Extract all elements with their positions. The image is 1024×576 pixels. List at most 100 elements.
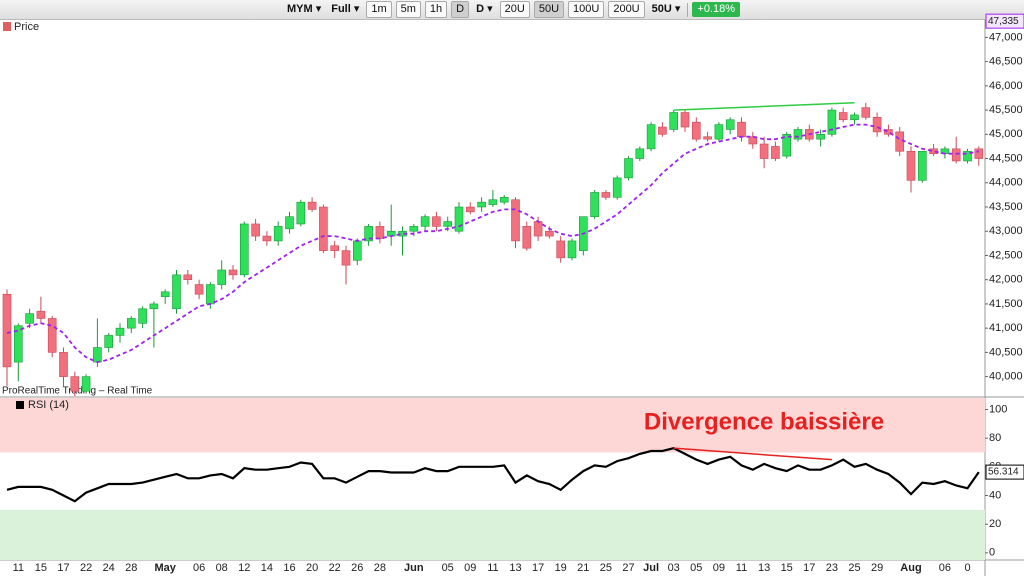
x-tick-label: 0 (964, 562, 970, 574)
candle-body (612, 177, 622, 198)
x-tick-label: 28 (125, 562, 137, 574)
candle-body (104, 335, 113, 348)
x-tick-label: Jun (404, 562, 424, 574)
x-tick-label: 14 (261, 562, 273, 574)
candle-body (974, 148, 984, 159)
y-tick-label: 41,000 (989, 322, 1023, 334)
candle-body (149, 303, 159, 310)
candle-body (2, 293, 12, 368)
interval-btn[interactable]: 1h (424, 1, 448, 18)
x-tick-label: 16 (283, 562, 295, 574)
candle-body (364, 226, 373, 242)
candle-body (183, 274, 193, 280)
x-tick-label: 25 (600, 562, 612, 574)
x-tick-label: 13 (758, 562, 770, 574)
candle-body (47, 318, 57, 353)
y-tick-label: 100 (989, 403, 1007, 415)
x-tick-label: Jul (643, 562, 659, 574)
x-tick-label: 11 (13, 562, 24, 574)
candle-body (172, 274, 181, 310)
x-tick-label: 03 (668, 562, 680, 574)
candle-body (963, 150, 972, 162)
plot-layer: RSI (14) 40,000 40,500 41,000 41,500 42,000 42… (0, 13, 1024, 574)
candle-body (838, 112, 848, 121)
change: +0.18% (692, 2, 741, 17)
x-tick-label: 17 (803, 562, 815, 574)
x-tick-label: 22 (329, 562, 341, 574)
candle-body (872, 117, 882, 133)
candle-body (262, 235, 272, 242)
candle-body (771, 146, 780, 159)
candle-body (748, 136, 758, 145)
interval-btn[interactable]: D (451, 1, 470, 18)
interval-btn[interactable]: 1m (366, 1, 392, 18)
y-tick-label: 46,500 (989, 56, 1023, 68)
candle-body (884, 129, 893, 135)
separator (687, 2, 689, 17)
candle-body (556, 240, 566, 259)
x-tick-label: May (154, 562, 176, 574)
candle-body (827, 109, 837, 135)
candle-body (590, 192, 599, 217)
annotation: Divergence baissière (644, 408, 884, 435)
y-tick-label: 47,000 (989, 31, 1023, 43)
candle-body (816, 134, 825, 140)
candle-body (296, 201, 306, 225)
candle-body (951, 148, 961, 162)
candle-body (601, 192, 611, 198)
x-tick-label: 17 (532, 562, 544, 574)
candle-body (714, 124, 724, 140)
x-tick-label: 29 (871, 562, 883, 574)
candle-body (59, 352, 68, 377)
price-tag: 47,335 (988, 16, 1019, 27)
candle-body (759, 143, 769, 159)
candle-body (217, 269, 226, 285)
price-icon (3, 22, 11, 31)
x-tick-label: 06 (193, 562, 205, 574)
y-tick-label: 43,500 (989, 201, 1023, 213)
candle-body (160, 291, 170, 297)
y-tick-label: 45,000 (989, 128, 1023, 140)
interval-btn[interactable]: 5m (395, 1, 421, 18)
candle-body (307, 201, 317, 210)
x-tick-label: 12 (238, 562, 250, 574)
y-tick-label: 0 (989, 547, 995, 559)
period[interactable]: D (473, 2, 496, 17)
x-tick-label: 13 (509, 562, 521, 574)
candle-body (499, 197, 509, 203)
units-btn[interactable]: 50U (533, 1, 565, 18)
candle-body (545, 230, 554, 237)
price-panel (0, 20, 985, 396)
panel-title: Price (14, 21, 39, 33)
y-tick-label: 40,500 (989, 346, 1023, 358)
rsi-line (6, 447, 980, 503)
candle-body (567, 240, 577, 259)
candle-body (352, 240, 362, 261)
x-tick-label: 27 (622, 562, 634, 574)
x-tick-label: 15 (35, 562, 47, 574)
y-tick-label: 44,000 (989, 177, 1023, 189)
y-tick-label: 43,000 (989, 225, 1023, 237)
range[interactable]: Full (328, 2, 362, 17)
units-btn[interactable]: 100U (568, 1, 605, 18)
candle-body (477, 201, 486, 208)
x-tick-label: 05 (690, 562, 702, 574)
units-btn[interactable]: 200U (608, 1, 645, 18)
ma-setting[interactable]: 50U (649, 2, 684, 17)
candle-body (228, 269, 238, 276)
candle-body (793, 129, 803, 140)
symbol[interactable]: MYM (284, 2, 324, 17)
y-tick-label: 80 (989, 432, 1001, 444)
divergence-line (673, 102, 855, 111)
candle-body (206, 284, 215, 305)
candle-body (511, 199, 520, 242)
x-tick-label: 08 (216, 562, 228, 574)
candle-body (465, 206, 475, 213)
units-btn[interactable]: 20U (499, 1, 530, 18)
candle-body (70, 376, 80, 392)
candle-body (522, 226, 532, 249)
x-tick-label: 26 (351, 562, 363, 574)
candle-body (319, 206, 328, 251)
x-tick-label: 11 (736, 562, 747, 574)
